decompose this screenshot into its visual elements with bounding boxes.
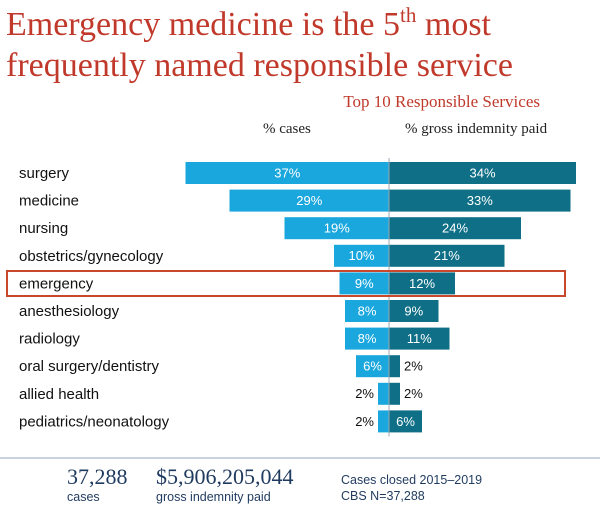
indemnity-bar-allied-health (389, 382, 400, 405)
diverging-bar-chart: surgery 37% 34% medicine 29% 33% nursing 19% 24%… (19, 158, 576, 437)
date-range-note: Cases closed 2015–2019 (341, 473, 483, 487)
indemnity-value-nursing: 24% (442, 221, 468, 236)
title-part1: Emergency medicine is the 5 (6, 6, 401, 43)
cases-bar-pediatrics-neonatology (378, 410, 389, 433)
cases-value-nursing: 19% (324, 221, 350, 236)
cases-value-medicine: 29% (296, 193, 322, 208)
cases-bar-anesthesiology (345, 300, 389, 322)
indemnity-bar-radiology (389, 327, 450, 350)
cases-bar-emergency (339, 272, 389, 295)
indemnity-bar-oral-surgery-dentistry (389, 355, 400, 378)
category-label-obstetrics-gynecology: obstetrics/gynecology (19, 248, 164, 265)
indemnity-total-label: gross indemnity paid (156, 490, 271, 504)
sample-size-note: CBS N=37,288 (341, 489, 425, 503)
cases-bar-allied-health (378, 382, 389, 405)
indemnity-value-radiology: 11% (407, 331, 432, 346)
cases-value-surgery: 37% (274, 165, 300, 180)
cases-bar-nursing (284, 217, 389, 240)
cases-value-anesthesiology: 8% (358, 303, 377, 318)
cases-bar-radiology (345, 327, 389, 350)
cases-value-allied-health: 2% (355, 386, 374, 401)
indemnity-value-pediatrics-neonatology: 6% (396, 414, 415, 429)
indemnity-value-emergency: 12% (409, 276, 435, 291)
indemnity-bar-nursing (389, 217, 521, 240)
cases-value-radiology: 8% (358, 331, 377, 346)
cases-bar-obstetrics-gynecology (334, 244, 389, 267)
category-label-radiology: radiology (19, 331, 80, 348)
cases-value-obstetrics-gynecology: 10% (348, 248, 374, 263)
category-label-nursing: nursing (19, 220, 68, 237)
indemnity-value-obstetrics-gynecology: 21% (434, 248, 460, 263)
category-label-pediatrics-neonatology: pediatrics/neonatology (19, 413, 170, 430)
indemnity-total-value: $5,906,205,044 (156, 464, 294, 489)
cases-bar-oral-surgery-dentistry (356, 355, 389, 378)
right-series-header: % gross indemnity paid (405, 121, 548, 137)
category-label-allied-health: allied health (19, 386, 99, 403)
category-label-anesthesiology: anesthesiology (19, 303, 120, 320)
indemnity-bar-medicine (389, 189, 571, 212)
left-series-header: % cases (263, 121, 311, 137)
category-label-oral-surgery-dentistry: oral surgery/dentistry (19, 358, 160, 375)
indemnity-bar-pediatrics-neonatology (389, 410, 422, 433)
indemnity-value-surgery: 34% (469, 165, 495, 180)
category-label-medicine: medicine (19, 193, 79, 210)
cases-value-pediatrics-neonatology: 2% (355, 414, 374, 429)
cases-bar-medicine (229, 189, 389, 212)
footer-divider (0, 457, 600, 459)
indemnity-value-allied-health: 2% (404, 386, 423, 401)
indemnity-bar-surgery (389, 162, 576, 184)
category-label-emergency: emergency (19, 275, 94, 292)
chart-title: Emergency medicine is the 5th most frequ… (6, 4, 596, 86)
category-label-surgery: surgery (19, 165, 70, 182)
indemnity-bar-obstetrics-gynecology (389, 244, 505, 267)
emergency-highlight-box (6, 270, 566, 297)
cases-bar-surgery (185, 162, 389, 184)
indemnity-value-oral-surgery-dentistry: 2% (404, 359, 423, 374)
cases-value-oral-surgery-dentistry: 6% (363, 359, 382, 374)
total-cases-label: cases (67, 490, 100, 504)
indemnity-bar-emergency (389, 272, 455, 295)
cases-value-emergency: 9% (355, 276, 374, 291)
title-part2: most frequently named responsible servic… (6, 6, 513, 84)
indemnity-bar-anesthesiology (389, 300, 439, 322)
chart-subtitle: Top 10 Responsible Services (343, 92, 540, 111)
title-superscript: th (400, 3, 417, 27)
indemnity-value-medicine: 33% (467, 193, 493, 208)
indemnity-value-anesthesiology: 9% (404, 303, 423, 318)
total-cases-value: 37,288 (67, 464, 128, 489)
